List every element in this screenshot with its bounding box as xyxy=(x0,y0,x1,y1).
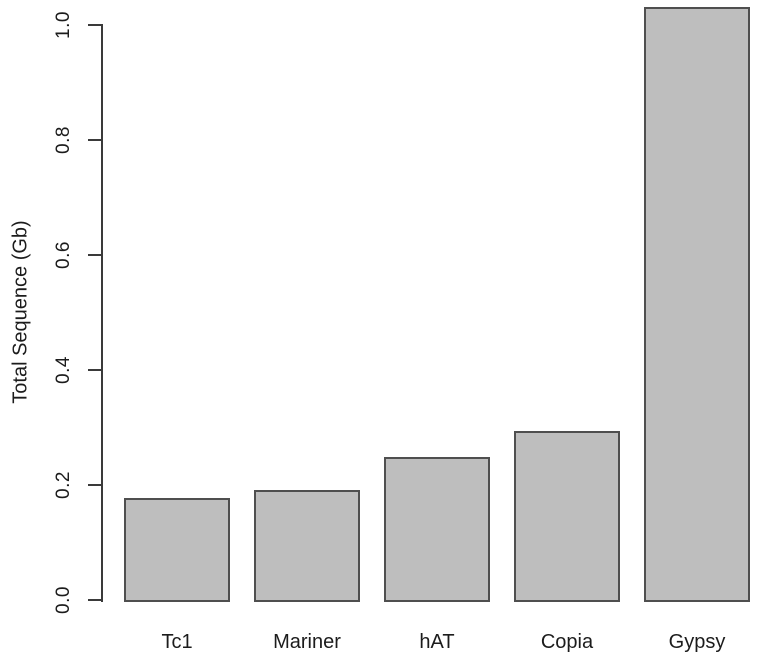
x-tick-label-hat: hAT xyxy=(419,631,455,653)
y-tick-label: 0.4 xyxy=(53,356,74,384)
bar-tc1 xyxy=(124,498,230,602)
y-tick-label: 0.0 xyxy=(53,586,74,614)
bar-mariner xyxy=(254,490,360,602)
y-axis-line xyxy=(101,24,103,602)
bar-hat xyxy=(384,457,490,602)
x-tick-label-mariner: Mariner xyxy=(273,631,341,653)
y-tick-label: 0.2 xyxy=(53,471,74,499)
y-tick-label: 0.8 xyxy=(53,126,74,154)
x-tick-label-gypsy: Gypsy xyxy=(668,631,726,653)
bar-copia xyxy=(514,431,620,602)
y-tick-label: 1.0 xyxy=(53,11,74,39)
x-tick-label-tc1: Tc1 xyxy=(161,631,193,653)
y-tick-mark xyxy=(88,139,102,141)
y-tick-mark xyxy=(88,484,102,486)
y-tick-label: 0.6 xyxy=(53,241,74,269)
bar-gypsy xyxy=(644,7,750,602)
y-tick-mark xyxy=(88,24,102,26)
x-tick-label-copia: Copia xyxy=(540,631,594,653)
y-tick-mark xyxy=(88,599,102,601)
y-axis-title: Total Sequence (Gb) xyxy=(9,220,32,404)
y-tick-mark xyxy=(88,369,102,371)
y-tick-mark xyxy=(88,254,102,256)
